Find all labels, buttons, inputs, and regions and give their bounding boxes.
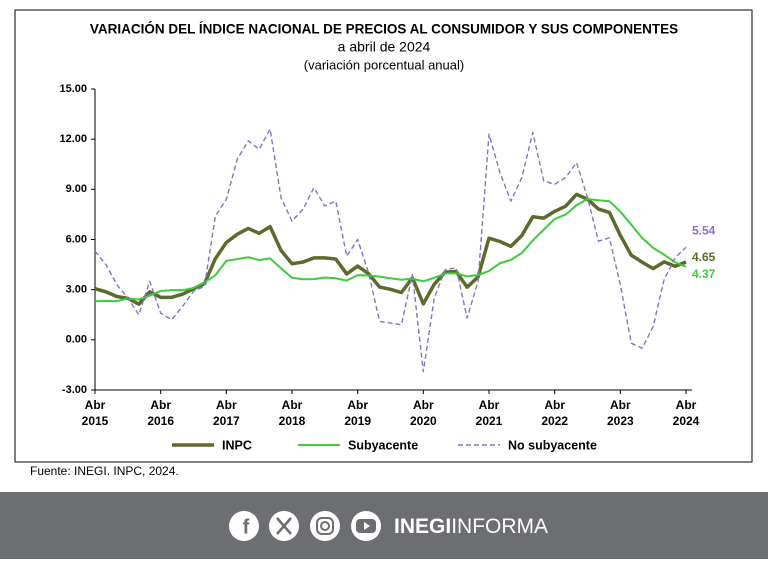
legend-label: No subyacente	[508, 438, 597, 452]
y-tick-label: 3.00	[66, 284, 87, 296]
x-tick-label: Abr 2017	[213, 398, 240, 428]
social-icons: f	[229, 511, 381, 541]
end-value-label: 4.65	[692, 250, 716, 264]
x-tick-label: Abr 2021	[476, 398, 503, 428]
brand: INEGIINFORMA	[394, 515, 548, 538]
chart-note: (variación porcentual anual)	[304, 57, 464, 72]
chart-frame	[14, 9, 753, 463]
legend-label: Subyacente	[348, 438, 418, 452]
youtube-play	[364, 522, 370, 530]
source: Fuente: INEGI. INPC, 2024.	[30, 464, 179, 478]
y-tick-label: 9.00	[66, 183, 87, 195]
series-line	[94, 192, 687, 306]
x-tick-label: Abr 2022	[541, 398, 568, 428]
y-tick-label: 0.00	[66, 334, 87, 346]
x-tick-label: Abr 2024	[673, 398, 700, 428]
series-line	[94, 198, 687, 303]
instagram-glyph	[316, 517, 334, 535]
x-tick-label: Abr 2016	[147, 398, 174, 428]
x-tick-label: Abr 2019	[344, 398, 371, 428]
series-line	[94, 128, 687, 373]
end-value-label: 5.54	[692, 223, 716, 237]
instagram-icon	[310, 511, 340, 541]
x-tick-label: Abr 2020	[410, 398, 437, 428]
brand-bold: INEGI	[394, 515, 451, 538]
legend-label: INPC	[222, 438, 252, 452]
facebook-icon	[229, 511, 259, 541]
y-tick-label: -3.00	[62, 384, 87, 396]
x-tick-label: Abr 2023	[607, 398, 634, 428]
facebook-glyph: f	[243, 516, 250, 538]
footer-band	[0, 492, 768, 559]
brand-light: INFORMA	[451, 515, 548, 538]
y-tick-label: 12.00	[59, 133, 87, 145]
x-glyph	[276, 517, 292, 535]
x-tick-label: Abr 2015	[82, 398, 109, 428]
end-value-label: 4.37	[692, 267, 716, 281]
instagram-lens	[320, 521, 330, 531]
chart-subtitle: a abril de 2024	[338, 39, 431, 55]
y-tick-label: 15.00	[59, 83, 87, 95]
x-tick-label: Abr 2018	[279, 398, 306, 428]
chart-title: VARIACIÓN DEL ÍNDICE NACIONAL DE PRECIOS…	[90, 22, 678, 37]
y-tick-label: 6.00	[66, 233, 87, 245]
